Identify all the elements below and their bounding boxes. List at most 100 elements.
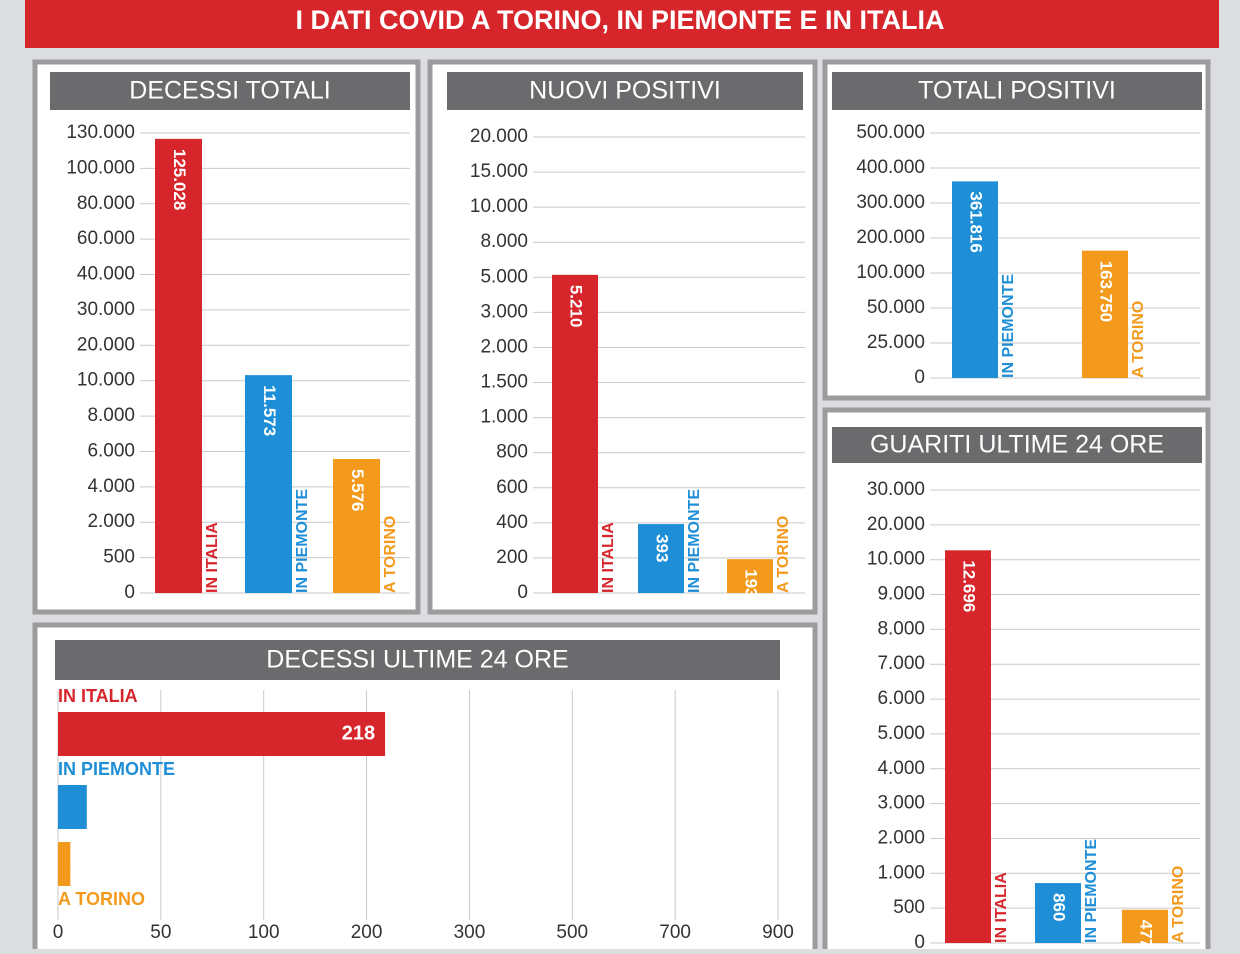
value-label: 393 — [653, 534, 672, 562]
value-label: 193 — [742, 569, 761, 597]
panel-title: GUARITI ULTIME 24 ORE — [870, 431, 1164, 459]
value-label: 11.573 — [260, 385, 279, 436]
category-label: IN ITALIA — [600, 522, 617, 593]
panel — [427, 59, 818, 615]
value-label: 12.696 — [960, 560, 979, 612]
y-tick-label: 8.000 — [877, 618, 925, 639]
y-tick-label: 8.000 — [480, 231, 528, 252]
y-tick-label: 500 — [893, 897, 925, 918]
x-tick-label: 700 — [659, 922, 691, 943]
value-label: 477 — [1137, 920, 1156, 948]
bar — [727, 559, 773, 593]
panel-header — [447, 72, 803, 110]
y-tick-label: 9.000 — [877, 584, 925, 605]
panel-header — [50, 72, 410, 110]
y-tick-label: 500 — [103, 547, 135, 568]
x-tick-label: 300 — [454, 922, 486, 943]
y-tick-label: 0 — [914, 367, 925, 388]
y-tick-label: 20.000 — [77, 334, 135, 355]
y-tick-label: 0 — [124, 582, 135, 603]
y-tick-label: 1.500 — [480, 372, 528, 393]
category-label: A TORINO — [1130, 301, 1147, 378]
value-label: 860 — [1050, 893, 1069, 921]
bar — [245, 375, 292, 593]
y-tick-label: 100.000 — [856, 262, 925, 283]
bar — [333, 458, 380, 593]
y-tick-label: 20.000 — [470, 126, 528, 147]
y-tick-label: 6.000 — [87, 440, 135, 461]
y-tick-label: 100.000 — [66, 157, 135, 178]
x-tick-label: 0 — [53, 922, 64, 943]
panel-header — [55, 640, 780, 680]
y-tick-label: 3.000 — [480, 301, 528, 322]
y-tick-label: 400.000 — [856, 157, 925, 178]
panel-title: DECESSI TOTALI — [129, 77, 330, 105]
bar — [58, 712, 386, 756]
bar — [1122, 909, 1168, 943]
panel — [822, 407, 1211, 954]
x-tick-label: 200 — [351, 922, 383, 943]
y-tick-label: 6.000 — [877, 688, 925, 709]
x-tick-label: 900 — [762, 922, 794, 943]
category-label: IN ITALIA — [993, 872, 1010, 943]
bar — [552, 274, 598, 593]
y-tick-label: 400 — [496, 512, 528, 533]
y-tick-label: 40.000 — [77, 264, 135, 285]
y-tick-label: 600 — [496, 477, 528, 498]
y-tick-label: 2.000 — [877, 827, 925, 848]
y-tick-label: 800 — [496, 442, 528, 463]
y-tick-label: 30.000 — [77, 299, 135, 320]
y-tick-label: 50.000 — [867, 297, 925, 318]
y-tick-label: 5.000 — [877, 723, 925, 744]
y-tick-label: 0 — [914, 932, 925, 949]
y-tick-label: 7.000 — [877, 653, 925, 674]
bar — [58, 842, 71, 886]
y-tick-label: 15.000 — [470, 161, 528, 182]
category-label: IN PIEMONTE — [294, 489, 311, 593]
category-label: A TORINO — [775, 516, 792, 593]
value-label: 361.816 — [967, 191, 986, 252]
panel — [822, 59, 1211, 401]
y-tick-label: 300.000 — [856, 192, 925, 213]
y-tick-label: 3.000 — [877, 793, 925, 814]
y-tick-label: 80.000 — [77, 193, 135, 214]
bar — [638, 524, 684, 593]
bar — [1035, 883, 1081, 943]
y-tick-label: 8.000 — [87, 405, 135, 426]
value-label: 218 — [342, 722, 375, 744]
category-label: IN ITALIA — [58, 686, 138, 706]
category-label: IN PIEMONTE — [58, 759, 175, 779]
y-tick-label: 1.000 — [877, 862, 925, 883]
category-label: IN PIEMONTE — [1000, 274, 1017, 378]
value-label: 6 — [60, 852, 71, 874]
category-label: IN PIEMONTE — [1083, 839, 1100, 943]
value-label: 5.210 — [567, 285, 586, 328]
y-tick-label: 60.000 — [77, 228, 135, 249]
value-label: 5.576 — [348, 469, 367, 512]
y-tick-label: 2.000 — [87, 511, 135, 532]
y-tick-label: 0 — [517, 582, 528, 603]
bar — [1082, 250, 1128, 378]
category-label: A TORINO — [1170, 866, 1187, 943]
panel-header — [832, 427, 1202, 463]
value-label: 125.028 — [170, 149, 189, 210]
y-tick-label: 500.000 — [856, 122, 925, 143]
main-title: I DATI COVID A TORINO, IN PIEMONTE E IN … — [295, 5, 944, 35]
panel-title: DECESSI ULTIME 24 ORE — [266, 646, 568, 674]
panel-title: NUOVI POSITIVI — [529, 77, 721, 105]
bar — [945, 550, 991, 943]
x-tick-label: 100 — [248, 922, 280, 943]
panel-title: TOTALI POSITIVI — [918, 77, 1116, 105]
y-tick-label: 10.000 — [867, 549, 925, 570]
y-tick-label: 30.000 — [867, 479, 925, 500]
value-label: 14 — [60, 795, 83, 817]
bar — [952, 181, 998, 378]
y-tick-label: 10.000 — [470, 196, 528, 217]
category-label: IN ITALIA — [204, 522, 221, 593]
y-tick-label: 130.000 — [66, 122, 135, 143]
title-banner — [25, 0, 1219, 48]
y-tick-label: 200.000 — [856, 227, 925, 248]
category-label: IN PIEMONTE — [686, 489, 703, 593]
y-tick-label: 5.000 — [480, 266, 528, 287]
y-tick-label: 20.000 — [867, 514, 925, 535]
